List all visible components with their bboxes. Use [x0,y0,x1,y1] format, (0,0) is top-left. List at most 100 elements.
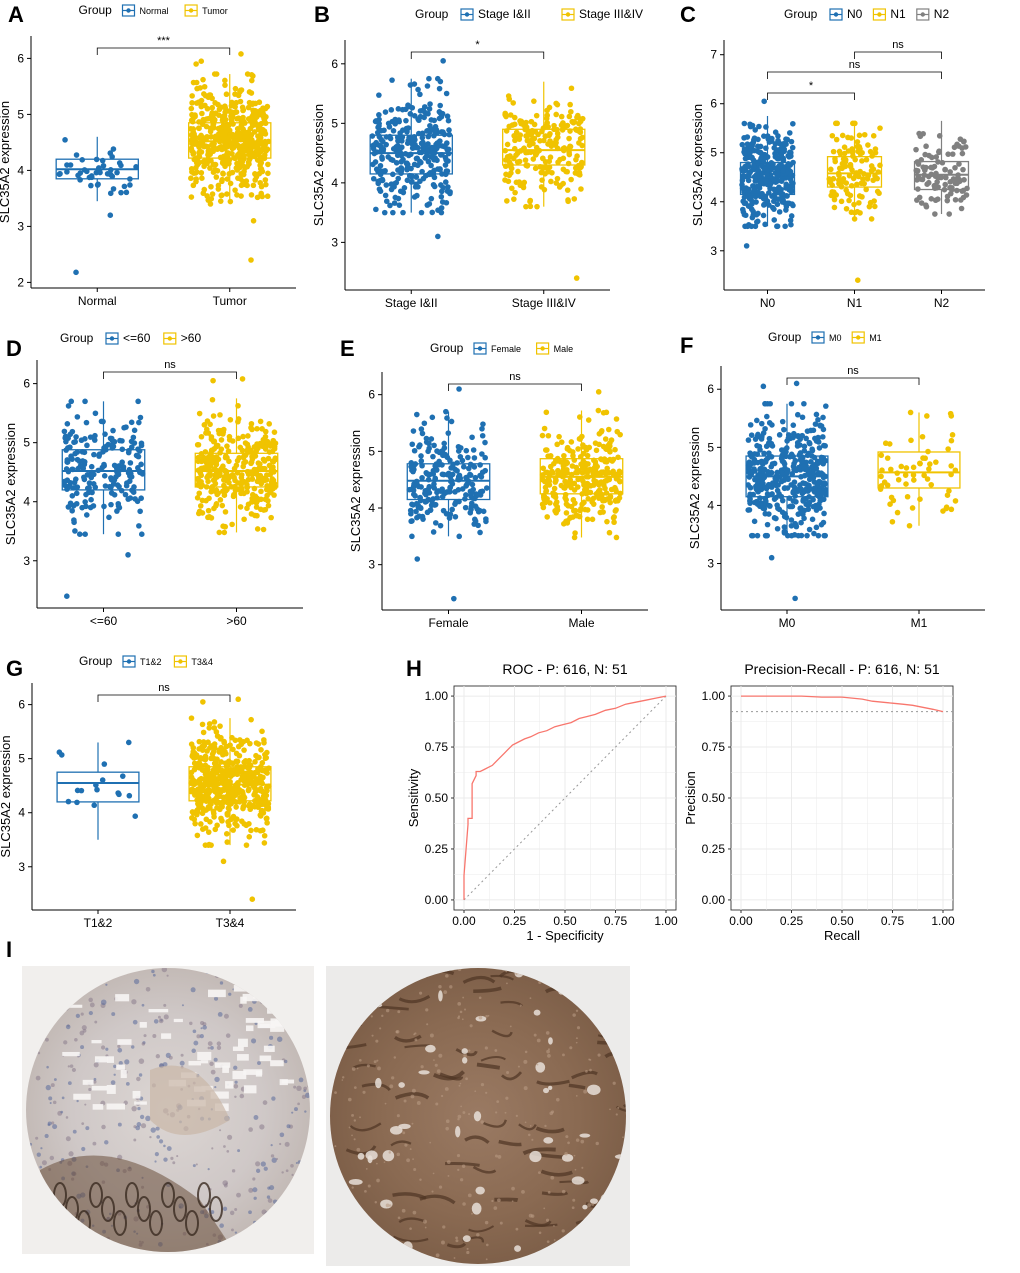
data-point [507,112,514,118]
data-point [920,455,926,461]
nucleus [145,1115,151,1122]
data-point [76,531,83,537]
y-axis-label: SLC35A2 expression [311,104,326,226]
data-point [564,446,571,452]
data-point [758,436,765,442]
data-point [781,530,788,536]
data-point [87,504,94,511]
data-point [244,488,250,495]
data-point [230,121,236,127]
x-tick-label: 0.75 [604,914,628,928]
data-point [860,176,866,182]
stroma-speck [461,1018,464,1021]
lumen [348,1179,363,1185]
data-point [919,433,926,440]
legend-key-dot [565,12,571,17]
data-point [833,136,840,143]
data-point [572,530,578,536]
data-point [198,433,205,440]
data-point [799,414,806,421]
nucleus [163,1144,166,1148]
data-point [809,447,816,454]
data-point [534,203,540,210]
lumen [587,1084,601,1096]
data-point [437,102,443,109]
data-point [764,171,770,178]
nucleus [193,1040,199,1046]
nucleus [236,1192,241,1198]
data-point [577,436,584,442]
y-tick-label: 1.00 [425,689,449,703]
data-point [784,445,790,451]
white-space [279,1079,288,1086]
data-point [257,813,264,819]
stroma-speck [496,1100,500,1104]
y-tick-label: 0.75 [702,740,726,754]
data-point [245,501,252,508]
data-point [263,815,270,822]
data-point [934,179,940,185]
data-point [527,198,533,205]
data-point [424,83,431,89]
stroma-speck [459,1010,463,1014]
significance-bracket [767,71,942,79]
data-point [413,174,420,180]
ihc-tumor-tissue [330,968,626,1264]
data-point [208,196,215,202]
data-point [783,470,790,477]
data-point [943,504,950,511]
data-point [785,476,791,483]
nucleus [49,1155,55,1161]
data-point [448,418,455,425]
nucleus [136,1122,142,1127]
data-point [552,142,559,148]
data-point [547,453,554,459]
data-point [868,167,875,174]
data-point [258,148,264,155]
stroma-speck [576,1026,581,1030]
stroma-speck [456,1154,461,1158]
data-point [192,820,198,827]
data-point [768,442,774,448]
data-point [416,117,422,124]
data-point [865,142,871,148]
data-point [411,112,418,119]
data-point [742,155,749,162]
data-point [801,443,808,450]
data-point [116,791,122,798]
data-point [444,113,451,119]
data-point [137,508,143,515]
white-space [82,1079,94,1085]
data-point [82,436,88,442]
stroma-speck [478,1015,483,1020]
data-point [531,98,537,104]
stroma-speck [457,1114,462,1119]
nucleus [304,1110,307,1113]
data-point [815,416,821,423]
data-point [545,432,552,439]
crypt [89,1182,103,1208]
stroma-speck [389,1084,394,1089]
data-point [220,488,226,495]
data-point [125,496,132,502]
data-point [881,479,888,486]
data-point [189,753,196,759]
data-point [400,209,406,216]
lumen [514,1245,522,1252]
data-point [135,398,141,405]
y-tick-label: 4 [710,195,717,209]
x-tick-label: Stage III&IV [512,296,576,310]
data-point [393,179,400,186]
data-point [233,816,239,823]
data-point [240,433,246,440]
stroma-speck [426,1023,429,1026]
data-point [856,193,863,199]
stroma-speck [409,1148,412,1151]
data-point [218,437,225,443]
stroma-speck [351,1134,353,1137]
stroma-speck [468,1113,471,1116]
stroma-speck [423,1219,427,1224]
data-point [437,78,444,85]
data-point [812,435,818,442]
data-point [811,530,817,537]
